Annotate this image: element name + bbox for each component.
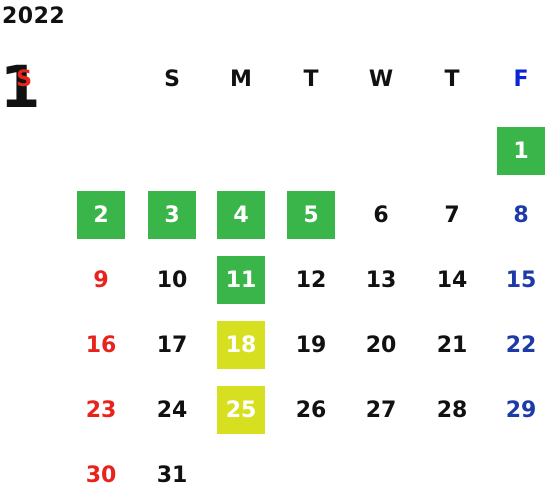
day-cell-9[interactable]: 9 [93, 267, 109, 293]
day-cell-1[interactable]: 1 [497, 127, 545, 175]
day-cell-6[interactable]: 6 [373, 202, 389, 228]
day-cell-14[interactable]: 14 [436, 267, 468, 293]
day-cell-7[interactable]: 7 [444, 202, 460, 228]
day-cell-3[interactable]: 3 [148, 191, 196, 239]
weekday-sun: S [164, 67, 180, 92]
day-cell-15[interactable]: 15 [505, 267, 537, 293]
day-cell-25[interactable]: 25 [217, 386, 265, 434]
day-cell-2[interactable]: 2 [77, 191, 125, 239]
day-cell-22[interactable]: 22 [505, 332, 537, 358]
weekday-sat: S [16, 67, 32, 92]
day-cell-4[interactable]: 4 [217, 191, 265, 239]
day-cell-23[interactable]: 23 [85, 397, 117, 423]
day-cell-18[interactable]: 18 [217, 321, 265, 369]
day-cell-26[interactable]: 26 [295, 397, 327, 423]
year-label: 2022 [2, 4, 66, 29]
day-cell-8[interactable]: 8 [513, 202, 529, 228]
day-cell-28[interactable]: 28 [436, 397, 468, 423]
day-cell-21[interactable]: 21 [436, 332, 468, 358]
day-cell-30[interactable]: 30 [85, 462, 117, 488]
day-cell-20[interactable]: 20 [365, 332, 397, 358]
weekday-mon: M [230, 67, 252, 92]
day-cell-10[interactable]: 10 [156, 267, 188, 293]
day-cell-17[interactable]: 17 [156, 332, 188, 358]
day-cell-5[interactable]: 5 [287, 191, 335, 239]
day-cell-29[interactable]: 29 [505, 397, 537, 423]
day-cell-31[interactable]: 31 [156, 462, 188, 488]
day-cell-19[interactable]: 19 [295, 332, 327, 358]
weekday-wed: W [368, 67, 394, 92]
day-cell-16[interactable]: 16 [85, 332, 117, 358]
weekday-fri: F [513, 67, 529, 92]
weekday-tue: T [303, 67, 319, 92]
month-label: 1 [0, 53, 41, 121]
day-cell-27[interactable]: 27 [365, 397, 397, 423]
day-cell-12[interactable]: 12 [295, 267, 327, 293]
day-cell-11[interactable]: 11 [217, 256, 265, 304]
weekday-thu: T [444, 67, 460, 92]
day-cell-24[interactable]: 24 [156, 397, 188, 423]
day-cell-13[interactable]: 13 [365, 267, 397, 293]
